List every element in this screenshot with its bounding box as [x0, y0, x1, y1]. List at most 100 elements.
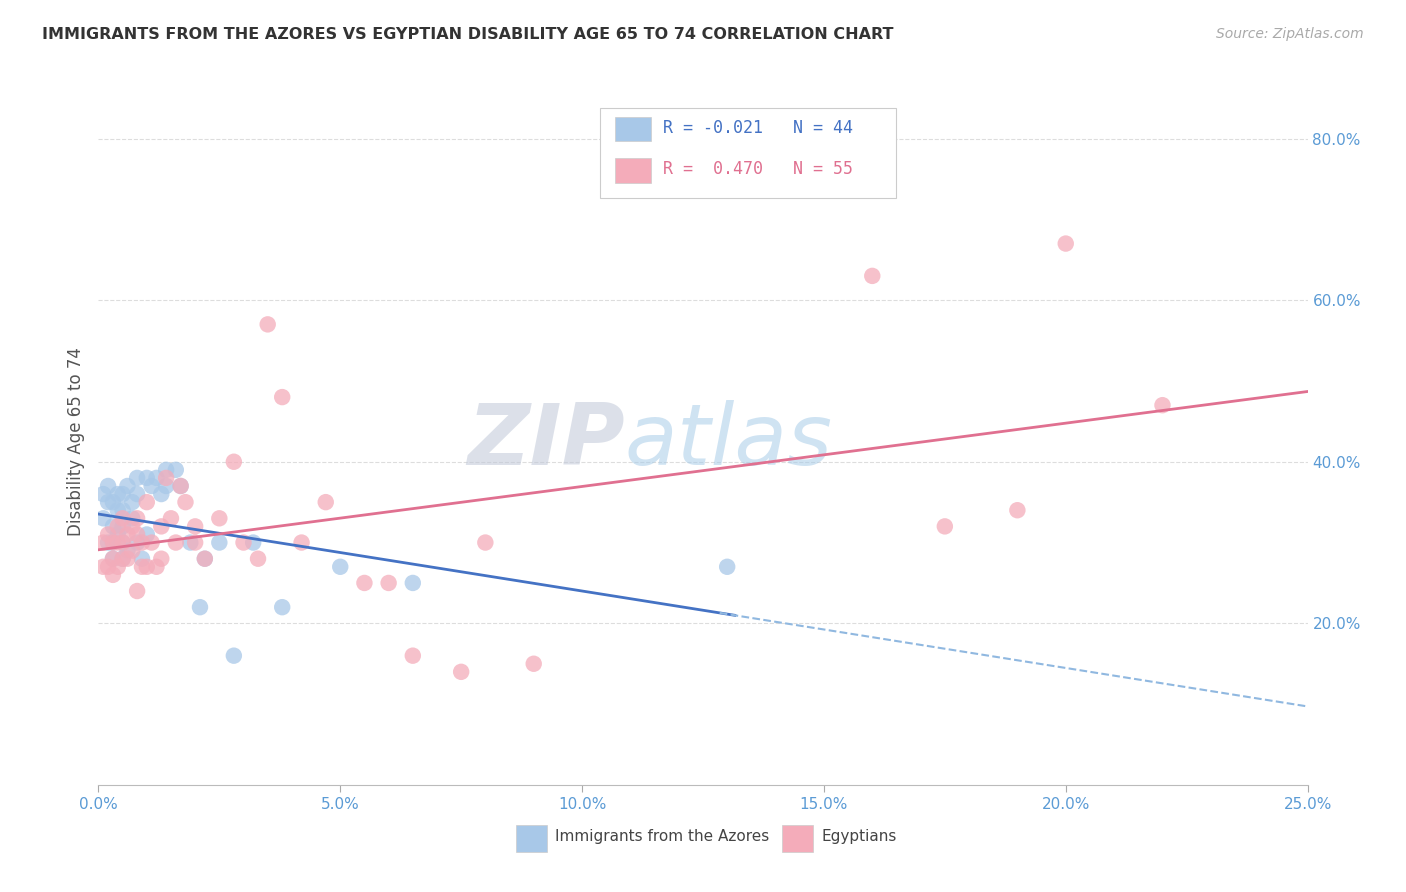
Point: [107, 519, 129, 533]
Text: Egyptians: Egyptians: [821, 829, 897, 844]
FancyBboxPatch shape: [614, 117, 651, 142]
Point: [131, 559, 153, 574]
Point: [135, 527, 157, 541]
Point: [141, 535, 163, 549]
Point: [101, 535, 124, 549]
Point: [111, 535, 134, 549]
Point: [97, 527, 120, 541]
Point: [117, 527, 139, 541]
Point: [290, 535, 312, 549]
Point: [377, 576, 399, 591]
Point: [474, 535, 496, 549]
Text: IMMIGRANTS FROM THE AZORES VS EGYPTIAN DISABILITY AGE 65 TO 74 CORRELATION CHART: IMMIGRANTS FROM THE AZORES VS EGYPTIAN D…: [42, 27, 894, 42]
Point: [716, 559, 738, 574]
Point: [121, 543, 143, 558]
Point: [315, 495, 337, 509]
Point: [101, 535, 124, 549]
Point: [934, 519, 956, 533]
Point: [91, 487, 114, 501]
Point: [242, 535, 264, 549]
Point: [107, 559, 129, 574]
Point: [1152, 398, 1174, 412]
Point: [91, 535, 114, 549]
Point: [111, 503, 134, 517]
Point: [117, 543, 139, 558]
Point: [450, 665, 472, 679]
Point: [1054, 236, 1077, 251]
Point: [127, 511, 149, 525]
Point: [117, 479, 139, 493]
Text: R = -0.021   N = 44: R = -0.021 N = 44: [664, 119, 853, 136]
Text: Source: ZipAtlas.com: Source: ZipAtlas.com: [1216, 27, 1364, 41]
Point: [131, 551, 153, 566]
Point: [150, 519, 173, 533]
Point: [107, 503, 129, 517]
Point: [145, 471, 167, 485]
Point: [111, 519, 134, 533]
Point: [97, 495, 120, 509]
Point: [174, 495, 197, 509]
Point: [329, 559, 352, 574]
Point: [184, 535, 207, 549]
Point: [117, 551, 139, 566]
Point: [101, 551, 124, 566]
Point: [101, 551, 124, 566]
Point: [121, 511, 143, 525]
Text: R =  0.470   N = 55: R = 0.470 N = 55: [664, 160, 853, 178]
FancyBboxPatch shape: [614, 158, 651, 183]
Point: [184, 519, 207, 533]
Point: [523, 657, 546, 671]
Point: [150, 487, 173, 501]
Y-axis label: Disability Age 65 to 74: Disability Age 65 to 74: [66, 347, 84, 536]
Point: [101, 519, 124, 533]
Point: [271, 390, 294, 404]
Point: [127, 535, 149, 549]
Point: [155, 479, 177, 493]
Point: [353, 576, 375, 591]
Point: [127, 527, 149, 541]
Point: [208, 511, 231, 525]
Point: [208, 535, 231, 549]
Point: [121, 519, 143, 533]
Text: ZIP: ZIP: [467, 400, 624, 483]
Point: [101, 567, 124, 582]
Point: [155, 463, 177, 477]
Point: [222, 455, 245, 469]
Point: [127, 584, 149, 599]
Point: [169, 479, 191, 493]
Point: [169, 479, 191, 493]
Point: [97, 559, 120, 574]
Point: [402, 576, 425, 591]
Point: [101, 495, 124, 509]
Point: [127, 487, 149, 501]
Point: [232, 535, 254, 549]
Point: [247, 551, 270, 566]
Point: [121, 495, 143, 509]
Point: [165, 535, 187, 549]
FancyBboxPatch shape: [516, 825, 547, 852]
Point: [150, 551, 173, 566]
Point: [127, 471, 149, 485]
Point: [179, 535, 201, 549]
Point: [107, 527, 129, 541]
Point: [165, 463, 187, 477]
Point: [222, 648, 245, 663]
Point: [107, 535, 129, 549]
Point: [194, 551, 217, 566]
Point: [145, 559, 167, 574]
Point: [256, 318, 278, 332]
FancyBboxPatch shape: [600, 109, 897, 198]
Point: [97, 479, 120, 493]
Point: [402, 648, 425, 663]
Point: [1007, 503, 1029, 517]
FancyBboxPatch shape: [782, 825, 813, 852]
Point: [860, 268, 883, 283]
Point: [135, 471, 157, 485]
Point: [111, 511, 134, 525]
Text: atlas: atlas: [624, 400, 832, 483]
Text: Immigrants from the Azores: Immigrants from the Azores: [555, 829, 769, 844]
Point: [141, 479, 163, 493]
Point: [135, 559, 157, 574]
Point: [111, 551, 134, 566]
Point: [271, 600, 294, 615]
